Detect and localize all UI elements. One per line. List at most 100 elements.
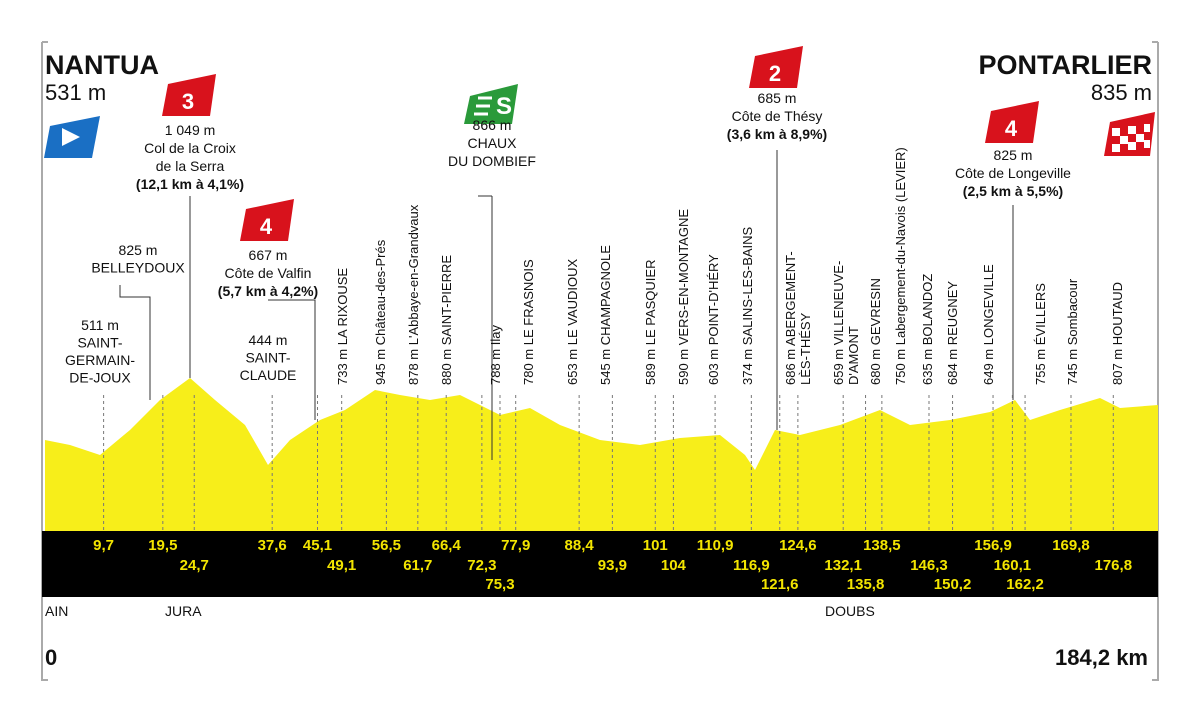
finish-town: PONTARLIER [979, 50, 1153, 80]
department: DOUBS [825, 603, 875, 619]
vertical-place: 733 m LA RIXOUSE [335, 268, 350, 385]
km-marker: 9,7 [93, 537, 114, 554]
vertical-place: LÈS-THÉSY [798, 312, 813, 385]
start-altitude: 531 m [45, 80, 106, 105]
sprint-name: CHAUX [467, 135, 517, 151]
vertical-place: D'AMONT [846, 326, 861, 385]
climb-name: Côte de Thésy [732, 108, 823, 124]
km-marker: 135,8 [847, 576, 885, 593]
vertical-place: 684 m REUGNEY [945, 281, 960, 385]
km-marker: 77,9 [501, 537, 530, 554]
km-marker: 110,9 [697, 537, 734, 554]
vertical-place: 603 m POINT-D'HÉRY [706, 254, 721, 385]
climb-category: 3 [182, 89, 194, 114]
distance-end: 184,2 km [1055, 645, 1148, 670]
vertical-place: 878 m L'Abbaye-en-Grandvaux [406, 204, 421, 385]
km-marker: 146,3 [910, 557, 948, 574]
vertical-place: 780 m LE FRASNOIS [521, 259, 536, 385]
climb-badge [240, 199, 294, 241]
department: JURA [165, 603, 202, 619]
distance-start: 0 [45, 645, 57, 670]
km-marker: 132,1 [824, 557, 862, 574]
sprint-name: DU DOMBIEF [448, 153, 536, 169]
place-label: CLAUDE [240, 367, 297, 383]
start-town: NANTUA [45, 50, 159, 80]
vertical-place: 653 m LE VAUDIOUX [565, 258, 580, 385]
km-marker: 150,2 [934, 576, 972, 593]
vertical-place: 686 m ABERGEMENT- [783, 251, 798, 385]
km-marker: 104 [661, 557, 687, 574]
km-marker: 160,1 [994, 557, 1032, 574]
km-marker: 93,9 [598, 557, 627, 574]
elevation-profile [45, 378, 1158, 531]
km-marker: 101 [643, 537, 668, 554]
climb-name: Côte de Valfin [225, 265, 312, 281]
vertical-place: 880 m SAINT-PIERRE [439, 255, 454, 385]
sprint-icon: S [496, 93, 512, 120]
climb-category: 4 [1005, 116, 1018, 141]
place-label: DE-JOUX [69, 370, 131, 386]
vertical-place: 649 m LONGEVILLE [981, 264, 996, 385]
vertical-place: 589 m LE PASQUIER [643, 260, 658, 385]
km-marker: 49,1 [327, 557, 356, 574]
place-label: GERMAIN- [65, 352, 135, 368]
km-marker: 66,4 [432, 537, 462, 554]
climb-category: 2 [769, 61, 781, 86]
sprint-altitude: 866 m [473, 117, 512, 133]
frame [41, 41, 1159, 681]
vertical-place: 635 m BOLANDOZ [920, 274, 935, 385]
km-marker: 124,6 [779, 537, 817, 554]
km-marker: 156,9 [974, 537, 1012, 554]
km-marker: 45,1 [303, 537, 332, 554]
km-marker: 138,5 [863, 537, 901, 554]
km-marker: 176,8 [1095, 557, 1133, 574]
place-label: BELLEYDOUX [91, 260, 185, 276]
department: AIN [45, 603, 68, 619]
km-marker: 162,2 [1006, 576, 1044, 593]
km-marker: 169,8 [1052, 537, 1090, 554]
km-marker: 56,5 [372, 537, 401, 554]
place-label: SAINT- [245, 350, 290, 366]
km-marker: 37,6 [258, 537, 287, 554]
climb-detail: (2,5 km à 5,5%) [963, 183, 1063, 199]
climb-badge [985, 101, 1039, 143]
km-marker: 75,3 [485, 576, 514, 593]
km-marker: 121,6 [761, 576, 799, 593]
vertical-place: 945 m Château-des-Prés [373, 239, 388, 385]
vertical-place: 745 m Sombacour [1065, 278, 1080, 385]
climb-name: Côte de Longeville [955, 165, 1071, 181]
climb-detail: (5,7 km à 4,2%) [218, 283, 318, 299]
place-label: 511 m [81, 317, 119, 333]
vertical-place: 750 m Labergement-du-Navois (LEVIER) [893, 147, 908, 385]
sprint-leader [478, 195, 493, 460]
vertical-place: 755 m ÉVILLERS [1033, 283, 1048, 385]
finish-altitude: 835 m [1091, 80, 1152, 105]
climb-badge [162, 74, 216, 116]
km-band [42, 531, 1158, 597]
km-marker: 61,7 [403, 557, 432, 574]
climb-altitude: 825 m [994, 147, 1033, 163]
vertical-place: 659 m VILLENEUVE- [831, 261, 846, 385]
km-marker: 116,9 [733, 557, 770, 574]
climb-category: 4 [260, 214, 273, 239]
sprint-lines [474, 96, 492, 116]
vertical-place: 788 m Ilay [488, 325, 503, 385]
km-marker: 72,3 [467, 557, 496, 574]
climb-name: Col de la Croix [144, 140, 236, 156]
start-flag-arrow [62, 128, 80, 146]
climb-altitude: 685 m [758, 90, 797, 106]
climb-altitude: 1 049 m [165, 122, 216, 138]
climb-badge [749, 46, 803, 88]
place-label: 825 m [119, 242, 158, 258]
place-label: 444 m [249, 332, 288, 348]
vertical-place: 374 m SALINS-LES-BAINS [740, 226, 755, 385]
vertical-place: 590 m VERS-EN-MONTAGNE [676, 209, 691, 385]
vertical-place: 545 m CHAMPAGNOLE [598, 245, 613, 385]
finish-checks [1112, 124, 1150, 152]
vertical-place: 680 m GEVRESIN [868, 278, 883, 385]
km-marker: 19,5 [148, 537, 177, 554]
climb-altitude: 667 m [249, 247, 288, 263]
climb-name: de la Serra [156, 158, 225, 174]
climb-detail: (3,6 km à 8,9%) [727, 126, 827, 142]
